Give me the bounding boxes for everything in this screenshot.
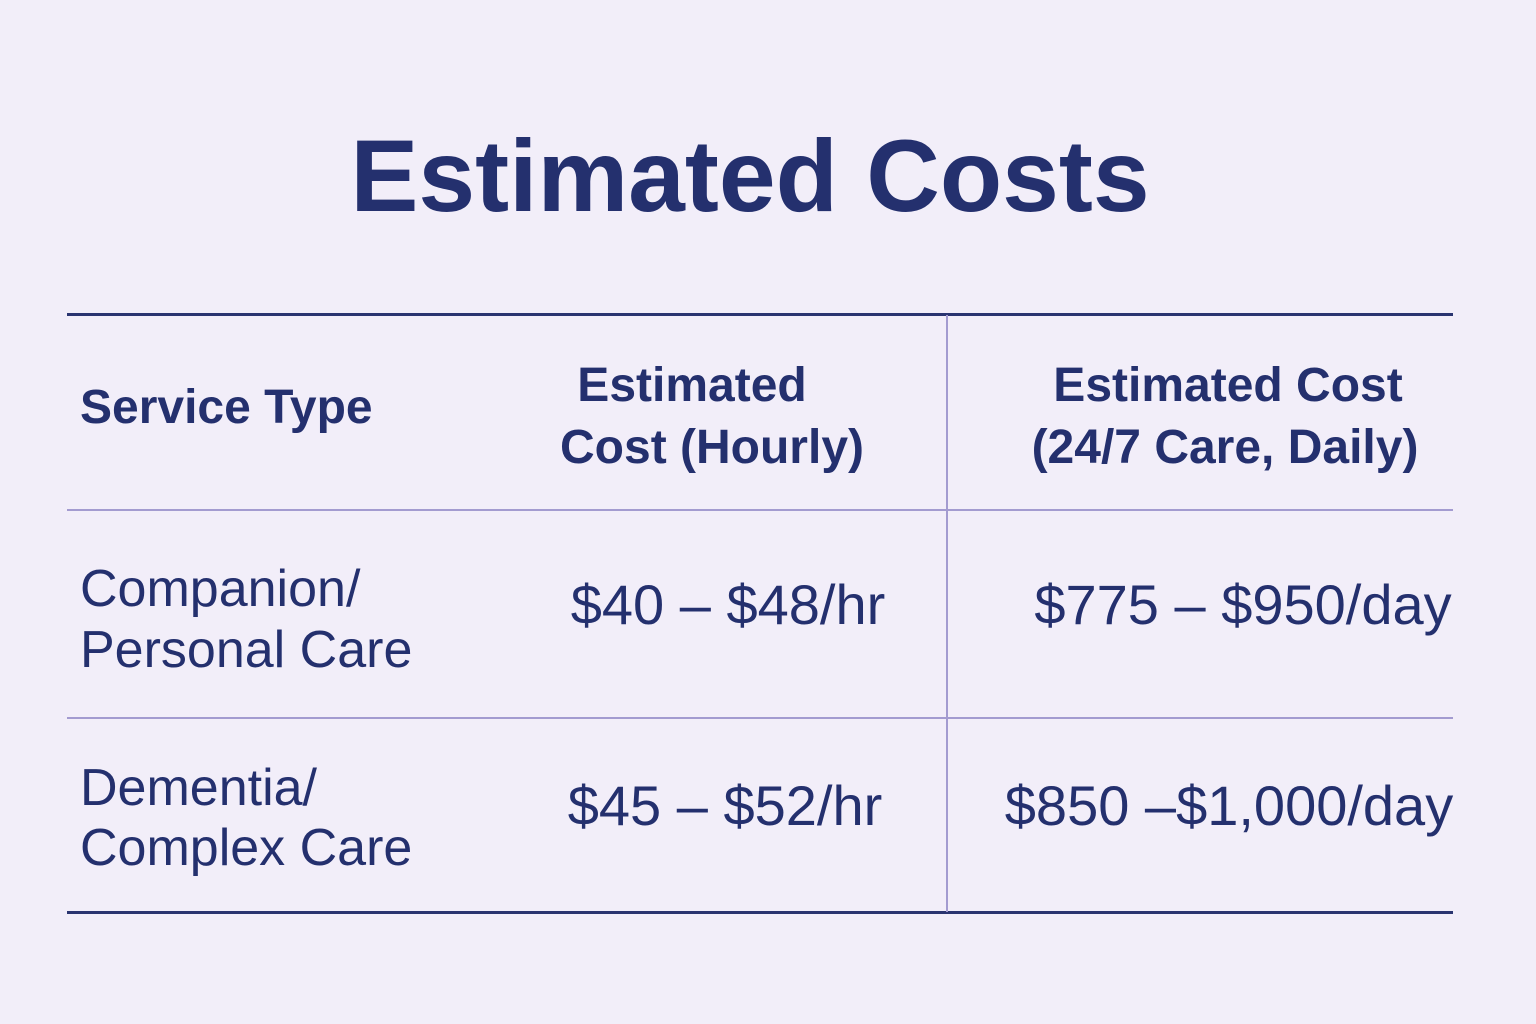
header-cell: (24/7 Care, Daily) xyxy=(1031,421,1419,474)
header-cell: Cost (Hourly) xyxy=(560,421,864,474)
hourly-cost: $45 – $52/hr xyxy=(567,774,883,837)
daily-cost: $850 –$1,000/day xyxy=(1004,774,1454,837)
column-rule xyxy=(946,315,948,912)
service-type: Complex Care xyxy=(80,819,413,877)
header-cell: Service Type xyxy=(80,381,373,434)
service-type: Personal Care xyxy=(80,621,413,679)
table-bottom-rule xyxy=(67,911,1453,914)
row-rule xyxy=(67,717,1453,719)
service-type: Dementia/ xyxy=(80,759,317,817)
header-cell: Estimated xyxy=(577,359,807,412)
table-top-rule xyxy=(67,313,1453,316)
header-cell: Estimated Cost xyxy=(1053,359,1403,412)
daily-cost: $775 – $950/day xyxy=(1034,573,1452,636)
row-rule xyxy=(67,509,1453,511)
hourly-cost: $40 – $48/hr xyxy=(570,573,886,636)
page-title: Estimated Costs xyxy=(350,119,1150,233)
service-type: Companion/ xyxy=(80,560,361,618)
